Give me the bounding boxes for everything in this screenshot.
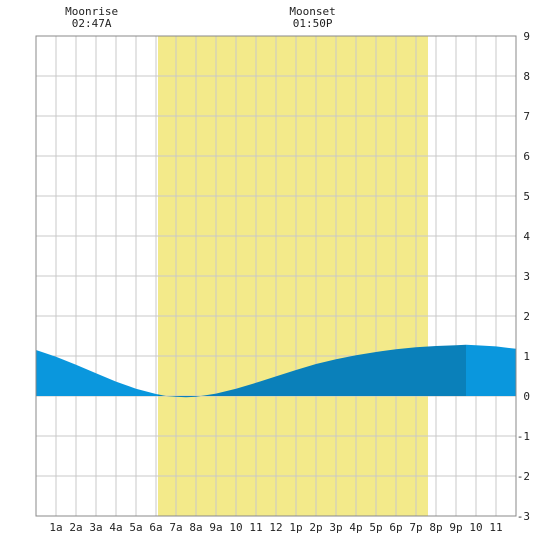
moon-event-name: Moonrise (65, 5, 118, 18)
y-tick-label: -2 (517, 470, 530, 483)
y-tick-label: 5 (523, 190, 530, 203)
x-tick-label: 11 (489, 521, 502, 534)
x-tick-label: 3a (89, 521, 102, 534)
x-tick-label: 12 (269, 521, 282, 534)
y-tick-label: 4 (523, 230, 530, 243)
moon-event-name: Moonset (289, 5, 335, 18)
x-tick-label: 11 (249, 521, 262, 534)
x-tick-label: 1a (49, 521, 62, 534)
x-tick-label: 1p (289, 521, 302, 534)
x-tick-label: 7a (169, 521, 182, 534)
x-tick-label: 5p (369, 521, 382, 534)
x-tick-label: 3p (329, 521, 342, 534)
x-tick-labels: 1a 2a 3a 4a 5a 6a 7a 8a 9a 10 11 12 1p 2p 3p 4p 5p 6p 7p 8p… (49, 521, 502, 534)
x-tick-label: 9p (449, 521, 462, 534)
y-tick-label: 8 (523, 70, 530, 83)
y-tick-label: 0 (523, 390, 530, 403)
y-tick-label: 6 (523, 150, 530, 163)
tide-area-night-early (36, 350, 158, 396)
moon-event-time: 02:47A (72, 17, 112, 30)
y-tick-label: -1 (517, 430, 530, 443)
x-tick-label: 2a (69, 521, 82, 534)
tide-area-layer (36, 344, 516, 398)
x-tick-label: 6a (149, 521, 162, 534)
tide-area-day (158, 344, 466, 398)
y-tick-label: 3 (523, 270, 530, 283)
x-tick-label: 8a (189, 521, 202, 534)
y-tick-label: -3 (517, 510, 530, 523)
x-tick-label: 4a (109, 521, 122, 534)
grid-layer (36, 35, 516, 517)
y-tick-label: 1 (523, 350, 530, 363)
y-tick-labels: -3 -2 -1 0 1 2 3 4 5 6 7 8 9 (517, 30, 531, 523)
x-tick-label: 5a (129, 521, 142, 534)
moon-event-time: 01:50P (293, 17, 333, 30)
x-tick-label: 8p (429, 521, 442, 534)
y-tick-label: 9 (523, 30, 530, 43)
x-tick-label: 4p (349, 521, 362, 534)
y-tick-label: 2 (523, 310, 530, 323)
x-tick-label: 7p (409, 521, 422, 534)
tide-area-night-late (466, 344, 516, 396)
x-tick-label: 6p (389, 521, 402, 534)
x-tick-label: 9a (209, 521, 222, 534)
x-tick-label: 10 (469, 521, 482, 534)
y-tick-label: 7 (523, 110, 530, 123)
plot-frame (35, 35, 517, 517)
x-tick-label: 10 (229, 521, 242, 534)
x-tick-label: 2p (309, 521, 322, 534)
plot-frame-layer (35, 35, 517, 517)
